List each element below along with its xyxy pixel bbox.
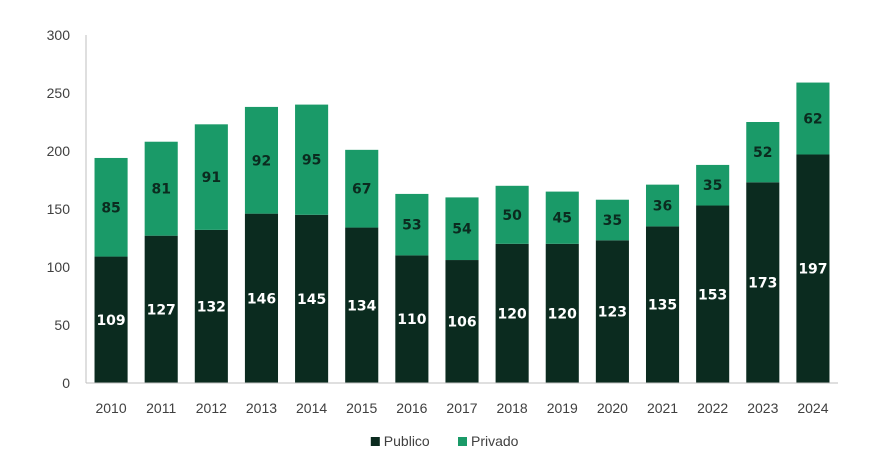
y-tick-label: 300 [47,27,71,43]
bar-privado-2020 [595,199,629,241]
data-label-publico-2013: 146 [247,291,276,307]
x-tick-label: 2015 [346,400,377,416]
bar-publico-2015 [345,227,379,383]
bar-privado-2012 [194,124,228,230]
bar-privado-2014 [295,104,329,215]
data-label-publico-2011: 127 [147,302,176,318]
x-tick-label: 2021 [647,400,678,416]
x-tick-label: 2019 [547,400,578,416]
bar-privado-2019 [545,191,579,244]
bar-privado-2011 [144,141,178,236]
data-label-publico-2022: 153 [698,287,727,303]
data-label-privado-2012: 91 [202,170,221,186]
data-label-privado-2011: 81 [151,182,170,198]
data-label-privado-2010: 85 [101,200,120,216]
bar-publico-2010 [94,256,128,383]
data-label-privado-2021: 36 [653,199,672,215]
data-label-privado-2017: 54 [452,222,472,238]
y-tick-label: 0 [62,375,70,391]
data-label-publico-2015: 134 [347,298,376,314]
x-tick-label: 2017 [446,400,477,416]
y-tick-label: 250 [47,85,71,101]
data-label-publico-2024: 197 [798,262,827,278]
bar-privado-2022 [696,164,730,206]
y-axis: 0 50 100 150 200 250 300 [47,27,87,391]
bar-publico-2020 [595,240,629,383]
bars-group: 109 85 127 81 132 91 146 92 145 95 134 67 110 53 106 54… [94,82,830,383]
data-label-privado-2023: 52 [753,145,772,161]
y-tick-label: 150 [47,201,71,217]
data-label-privado-2020: 35 [603,213,622,229]
bar-privado-2018 [495,185,529,244]
bar-privado-2016 [395,193,429,256]
data-label-publico-2012: 132 [197,299,226,315]
bar-publico-2016 [395,255,429,383]
x-tick-label: 2022 [697,400,728,416]
data-label-privado-2016: 53 [402,218,421,234]
legend-swatch-publico [370,437,380,446]
y-tick-label: 50 [54,317,70,333]
data-label-publico-2016: 110 [397,312,426,328]
data-label-publico-2018: 120 [498,306,527,322]
bar-publico-2011 [144,235,178,383]
data-label-publico-2014: 145 [297,292,326,308]
data-label-privado-2024: 62 [803,112,822,128]
bar-privado-2015 [345,149,379,228]
bar-privado-2013 [244,106,279,214]
x-tick-label: 2011 [146,400,176,416]
bar-publico-2017 [445,260,479,383]
x-axis: 2010 2011 2012 2013 2014 2015 2016 2017 2018 2019… [86,382,838,416]
data-label-publico-2020: 123 [598,305,627,321]
x-tick-label: 2014 [296,400,327,416]
y-tick-label: 200 [47,143,71,159]
bar-publico-2012 [194,229,228,383]
data-label-privado-2019: 45 [553,211,572,227]
legend-swatch-privado [458,437,467,446]
legend-label-privado: Privado [471,433,519,449]
x-tick-label: 2013 [246,400,277,416]
x-tick-label: 2010 [95,400,126,416]
x-tick-label: 2020 [597,400,628,416]
bar-privado-2021 [645,184,680,227]
bar-privado-2017 [445,197,479,261]
x-tick-label: 2024 [797,400,828,416]
bar-publico-2019 [545,243,579,383]
data-label-privado-2022: 35 [703,178,722,194]
bar-publico-2024 [796,154,830,383]
bar-privado-2024 [796,82,830,155]
y-tick-label: 100 [47,259,71,275]
legend-label-publico: Publico [384,433,430,449]
bar-privado-2023 [746,122,780,183]
bar-publico-2021 [645,226,680,383]
data-label-privado-2018: 50 [502,208,522,224]
data-label-privado-2013: 92 [252,153,271,169]
data-label-publico-2010: 109 [96,313,125,329]
bar-publico-2018 [495,243,529,383]
data-label-publico-2017: 106 [447,315,476,331]
bar-publico-2023 [746,182,780,383]
x-tick-label: 2012 [196,400,227,416]
bar-privado-2010 [94,157,128,257]
bar-publico-2022 [696,205,730,383]
legend: Publico Privado [370,433,519,449]
x-tick-label: 2023 [747,400,778,416]
bar-publico-2014 [295,214,329,383]
data-label-privado-2014: 95 [302,153,321,169]
x-tick-label: 2016 [396,400,427,416]
bar-publico-2013 [244,213,279,383]
x-tick-label: 2018 [497,400,528,416]
data-label-publico-2023: 173 [748,276,777,292]
data-label-privado-2015: 67 [352,182,371,198]
data-label-publico-2019: 120 [548,306,577,322]
data-label-publico-2021: 135 [648,298,677,314]
